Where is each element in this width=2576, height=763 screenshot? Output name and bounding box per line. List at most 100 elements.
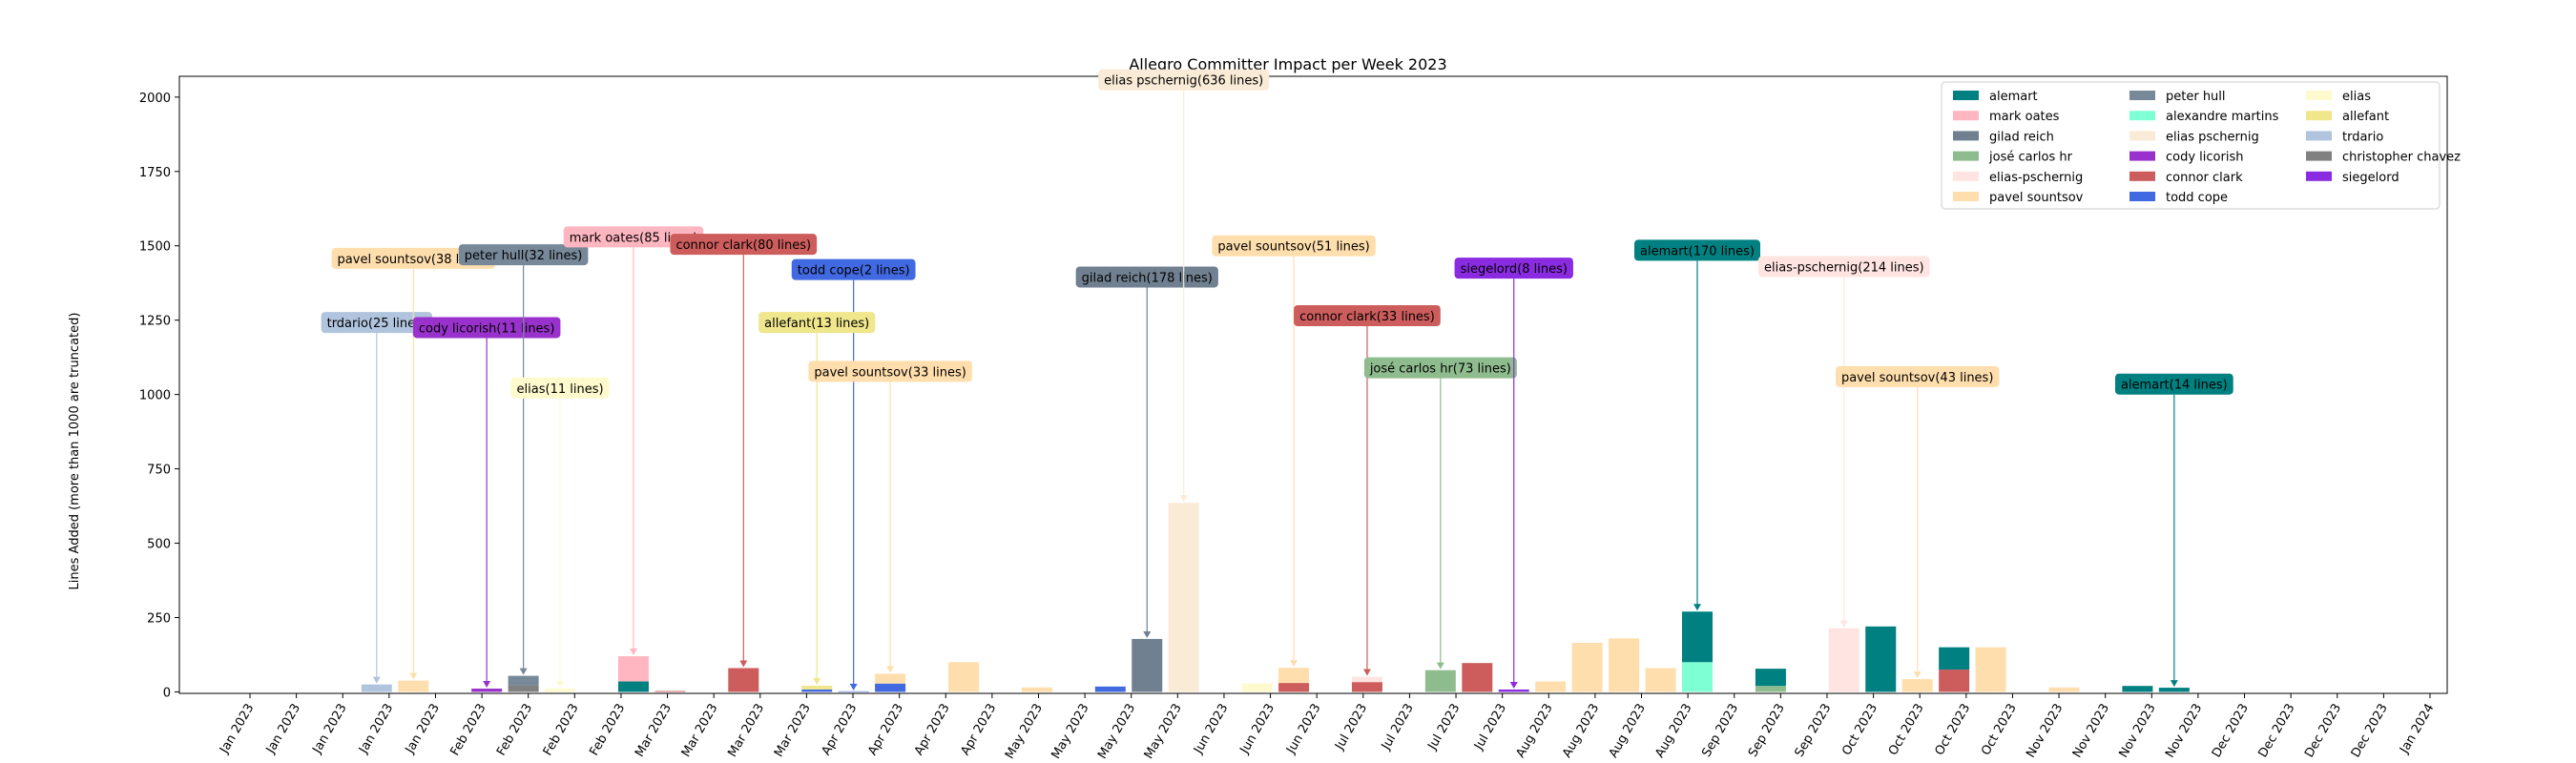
annotation-box bbox=[321, 312, 433, 334]
annotation-box bbox=[510, 377, 610, 399]
legend-swatch bbox=[2129, 111, 2155, 121]
bar-segment bbox=[801, 689, 833, 692]
annotation-label: gilad reich(178 lines) bbox=[1082, 271, 1213, 285]
annotation-label: mark oates(85 lines) bbox=[570, 231, 697, 245]
legend-swatch bbox=[1953, 192, 1979, 201]
y-tick-label: 1000 bbox=[139, 389, 171, 403]
annotation-box bbox=[1634, 239, 1760, 261]
annotation: pavel sountsov(33 lines) bbox=[808, 361, 972, 673]
legend-swatch bbox=[1953, 171, 1979, 181]
bar-segment bbox=[508, 675, 539, 686]
annotation-box bbox=[670, 234, 818, 256]
bar-segment bbox=[545, 689, 576, 692]
annotation-box bbox=[1098, 69, 1270, 91]
bar-segment bbox=[1939, 670, 1970, 692]
legend-label: elias-pschernig bbox=[1989, 171, 2083, 185]
annotation-label: todd cope(2 lines) bbox=[798, 264, 910, 278]
legend-swatch bbox=[2306, 151, 2332, 161]
legend-swatch bbox=[2306, 111, 2332, 121]
bar-segment bbox=[1571, 642, 1603, 692]
legend-item: elias pschernig bbox=[2129, 130, 2259, 144]
legend-swatch bbox=[1953, 91, 1979, 100]
annotation-arrowhead bbox=[1436, 662, 1444, 670]
annotation-box bbox=[1835, 365, 2000, 387]
bar-segment bbox=[1351, 682, 1382, 692]
annotation-label: elias-pschernig(214 lines) bbox=[1764, 261, 1924, 276]
annotation: elias-pschernig(214 lines) bbox=[1757, 256, 1930, 628]
legend-label: todd cope bbox=[2166, 191, 2228, 205]
bar-segment bbox=[398, 680, 429, 692]
annotation: connor clark(80 lines) bbox=[670, 234, 818, 668]
annotation-label: allefant(13 lines) bbox=[764, 317, 869, 331]
annotation-arrowhead bbox=[1179, 495, 1188, 503]
annotation-arrowhead bbox=[849, 683, 858, 691]
legend-item: elias-pschernig bbox=[1953, 171, 2083, 185]
annotation: connor clark(33 lines) bbox=[1294, 305, 1441, 676]
annotation: gilad reich(178 lines) bbox=[1075, 266, 1218, 638]
legend-item: mark oates bbox=[1953, 110, 2060, 124]
legend-item: allefant bbox=[2306, 110, 2389, 124]
annotation-label: alemart(170 lines) bbox=[1640, 244, 1755, 258]
annotation-arrowhead bbox=[556, 681, 565, 689]
annotation: pavel sountsov(51 lines) bbox=[1212, 235, 1376, 668]
bar-segment bbox=[654, 691, 686, 692]
legend-item: todd cope bbox=[2129, 191, 2228, 205]
annotation-label: siegelord(8 lines) bbox=[1461, 262, 1568, 277]
y-tick-label: 250 bbox=[147, 611, 171, 626]
annotation: elias pschernig(636 lines) bbox=[1098, 69, 1270, 503]
bar-segment bbox=[1278, 683, 1310, 692]
legend-label: alexandre martins bbox=[2166, 110, 2279, 124]
annotation-label: alemart(14 lines) bbox=[2121, 379, 2228, 393]
y-tick-label: 1250 bbox=[139, 315, 171, 329]
annotation-label: elias pschernig(636 lines) bbox=[1104, 74, 1263, 89]
bar-segment bbox=[361, 684, 392, 692]
legend-swatch bbox=[1953, 131, 1979, 141]
annotation-box bbox=[1363, 357, 1517, 379]
annotation-box bbox=[758, 312, 876, 334]
annotation-label: cody licorish(11 lines) bbox=[419, 321, 555, 336]
annotation-arrowhead bbox=[886, 666, 895, 673]
legend-label: alemart bbox=[1989, 90, 2038, 104]
legend-item: elias bbox=[2306, 90, 2371, 104]
bar-segment bbox=[2048, 687, 2080, 692]
annotation-arrowhead bbox=[739, 660, 748, 668]
bar-segment bbox=[875, 673, 906, 684]
annotation-label: elias(11 lines) bbox=[517, 382, 604, 397]
annotation-arrowhead bbox=[1290, 660, 1298, 668]
bar-segment bbox=[1168, 503, 1199, 692]
annotation: pavel sountsov(43 lines) bbox=[1835, 365, 2000, 679]
legend-label: allefant bbox=[2342, 110, 2389, 124]
legend-swatch bbox=[2306, 131, 2332, 141]
annotation-box bbox=[1757, 256, 1930, 278]
annotation: elias(11 lines) bbox=[510, 377, 610, 689]
annotation-arrowhead bbox=[409, 672, 418, 680]
annotation-label: josé carlos hr(73 lines) bbox=[1369, 362, 1511, 377]
bar-segment bbox=[1865, 626, 1897, 692]
annotation: pavel sountsov(38 lines) bbox=[331, 247, 495, 680]
bar-segment bbox=[838, 691, 869, 692]
bar-segment bbox=[1021, 687, 1052, 692]
bar-segment bbox=[1939, 647, 1970, 670]
annotation: alemart(170 lines) bbox=[1634, 239, 1760, 611]
bar-segment bbox=[1535, 681, 1567, 692]
annotation-arrowhead bbox=[1143, 630, 1152, 638]
annotation-box bbox=[2114, 373, 2233, 395]
y-tick-label: 500 bbox=[147, 538, 171, 552]
bar-segment bbox=[1609, 638, 1640, 692]
legend-label: mark oates bbox=[1989, 110, 2060, 124]
annotation-box bbox=[808, 361, 972, 382]
bar-segment bbox=[1975, 647, 2006, 692]
annotation: siegelord(8 lines) bbox=[1454, 258, 1573, 689]
legend-label: cody licorish bbox=[2166, 151, 2243, 165]
bar-segment bbox=[2122, 686, 2153, 692]
bar-segment bbox=[1241, 683, 1273, 692]
annotation-arrowhead bbox=[813, 677, 821, 685]
annotation-box bbox=[1294, 305, 1441, 327]
annotation: mark oates(85 lines) bbox=[563, 226, 704, 656]
annotation-arrowhead bbox=[2170, 680, 2178, 688]
legend-item: pavel sountsov bbox=[1953, 191, 2084, 205]
annotation-label: pavel sountsov(43 lines) bbox=[1841, 371, 1993, 385]
annotation-box bbox=[563, 226, 704, 248]
annotation: peter hull(32 lines) bbox=[458, 244, 589, 675]
